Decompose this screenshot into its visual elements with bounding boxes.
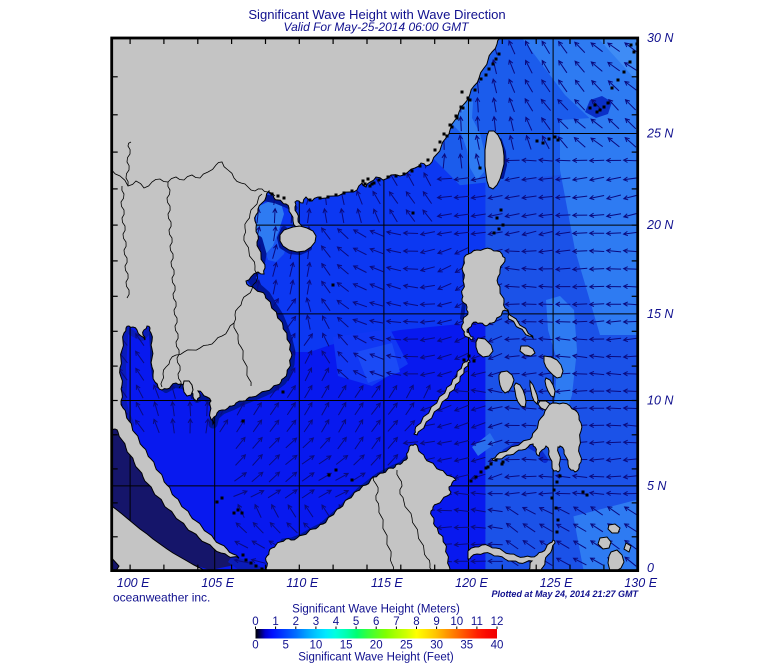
svg-text:Significant Wave Height (Feet): Significant Wave Height (Feet) <box>298 652 454 664</box>
svg-text:5: 5 <box>353 616 359 628</box>
svg-text:15: 15 <box>340 640 353 652</box>
svg-text:12: 12 <box>491 616 504 628</box>
svg-text:40: 40 <box>491 640 504 652</box>
svg-text:110 E: 110 E <box>286 576 318 590</box>
svg-text:30: 30 <box>430 640 443 652</box>
svg-text:20 N: 20 N <box>646 218 674 232</box>
svg-text:9: 9 <box>433 616 439 628</box>
svg-text:0: 0 <box>647 561 654 575</box>
svg-text:100 E: 100 E <box>117 576 150 590</box>
svg-text:125 E: 125 E <box>540 576 573 590</box>
svg-text:30 N: 30 N <box>647 31 674 45</box>
svg-text:35: 35 <box>460 640 473 652</box>
svg-text:25: 25 <box>400 640 413 652</box>
svg-text:8: 8 <box>413 616 419 628</box>
svg-text:130 E: 130 E <box>624 576 657 590</box>
svg-text:105 E: 105 E <box>201 576 234 590</box>
svg-text:Significant Wave Height (Meter: Significant Wave Height (Meters) <box>292 604 460 616</box>
svg-text:10 N: 10 N <box>647 394 674 408</box>
svg-text:Valid For May-25-2014 06:00 GM: Valid For May-25-2014 06:00 GMT <box>284 20 471 34</box>
svg-text:3: 3 <box>313 616 319 628</box>
svg-text:Plotted at May 24, 2014 21:27: Plotted at May 24, 2014 21:27 GMT <box>491 589 639 599</box>
svg-text:11: 11 <box>471 616 483 628</box>
svg-text:oceanweather inc.: oceanweather inc. <box>113 591 210 605</box>
svg-text:Significant Wave Height with W: Significant Wave Height with Wave Direct… <box>248 7 505 22</box>
svg-text:2: 2 <box>293 616 299 628</box>
svg-text:15 N: 15 N <box>647 307 674 321</box>
svg-text:1: 1 <box>272 616 278 628</box>
svg-text:20: 20 <box>370 640 383 652</box>
svg-text:25 N: 25 N <box>646 127 674 141</box>
svg-text:10: 10 <box>450 616 463 628</box>
svg-text:0: 0 <box>252 616 258 628</box>
svg-text:0: 0 <box>252 640 258 652</box>
svg-text:6: 6 <box>373 616 379 628</box>
svg-text:10: 10 <box>310 640 323 652</box>
svg-text:115 E: 115 E <box>371 576 403 590</box>
svg-text:4: 4 <box>333 616 340 628</box>
svg-text:120 E: 120 E <box>455 576 488 590</box>
svg-text:5 N: 5 N <box>647 479 667 493</box>
svg-text:5: 5 <box>282 640 288 652</box>
svg-text:7: 7 <box>393 616 399 628</box>
